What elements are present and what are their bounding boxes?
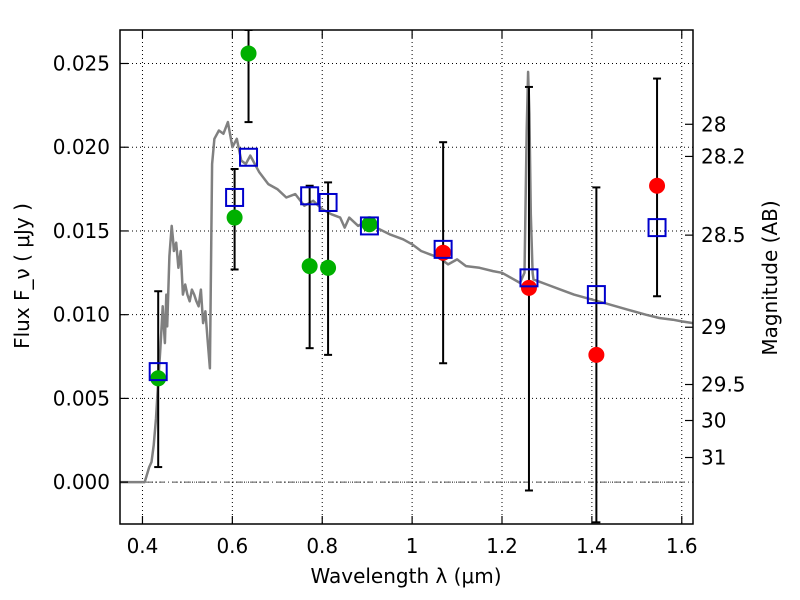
data-point-1-5 (361, 216, 378, 233)
model-point-5 (359, 216, 379, 236)
plot-frame (119, 29, 694, 525)
data-point-1-2 (240, 45, 257, 62)
model-point-2 (239, 147, 259, 167)
y-axis-title: Flux F_ν ( μJy ) (10, 203, 34, 349)
model-point-4 (318, 192, 338, 212)
model-point-7 (519, 268, 539, 288)
right-tick-label-2: 28.5 (701, 223, 746, 247)
plot-content (120, 30, 693, 524)
y-tick-label-1: 0.005 (53, 386, 110, 410)
data-point-1-3 (301, 258, 318, 275)
x-tick-label-6: 1.6 (666, 534, 698, 558)
y-tick-label-2: 0.010 (53, 303, 110, 327)
data-point-2-1 (520, 279, 537, 296)
right-tick-label-5: 30 (701, 409, 726, 433)
y-tick-label-0: 0.000 (53, 470, 110, 494)
tick-labels: 0.4 0.6 0.8 1 1.2 1.4 1.6 0.000 0.005 0.010 0.015 0… (53, 51, 746, 558)
right-tick-label-3: 29 (701, 315, 726, 339)
x-tick-label-2: 0.8 (306, 534, 338, 558)
right-tick-label-1: 28.2 (701, 144, 746, 168)
x-tick-label-4: 1.2 (486, 534, 518, 558)
ticks (120, 30, 693, 524)
right-tick-label-4: 29.5 (701, 373, 746, 397)
right-tick-label-6: 31 (701, 446, 726, 470)
y-tick-label-4: 0.020 (53, 135, 110, 159)
model-point-9 (647, 218, 667, 238)
data-point-1-0 (150, 370, 167, 387)
data-point-1-1 (226, 209, 243, 226)
model-point-1 (225, 187, 245, 207)
data-point-2-2 (588, 346, 605, 363)
model-point-3 (300, 186, 320, 206)
x-axis-title: Wavelength λ (μm) (310, 564, 501, 588)
y-axis-right-title: Magnitude (AB) (758, 200, 782, 355)
model-point-6 (433, 239, 453, 259)
data-point-1-4 (320, 259, 337, 276)
x-tick-label-3: 1 (406, 534, 419, 558)
plot-border (119, 29, 694, 525)
model-point-0 (148, 362, 168, 382)
model-point-8 (586, 285, 606, 305)
x-tick-label-5: 1.4 (576, 534, 608, 558)
y-tick-label-5: 0.025 (53, 51, 110, 75)
y-tick-label-3: 0.015 (53, 219, 110, 243)
x-tick-label-1: 0.6 (216, 534, 248, 558)
right-tick-label-0: 28 (701, 112, 726, 136)
x-tick-label-0: 0.4 (127, 534, 159, 558)
data-point-2-3 (649, 177, 666, 194)
